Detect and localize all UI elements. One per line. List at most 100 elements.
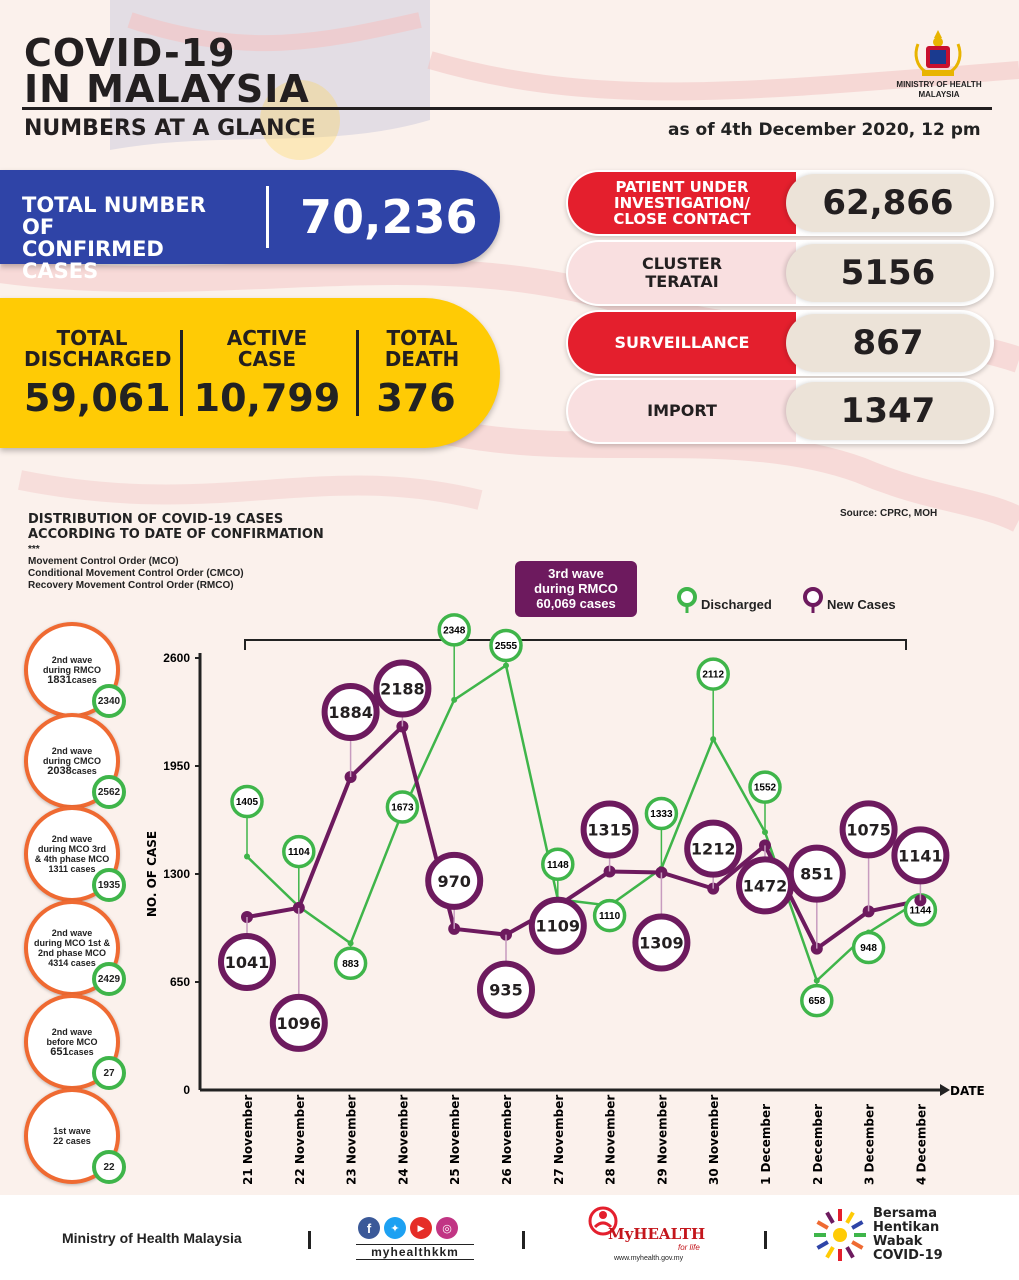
discharged-bubble	[333, 946, 368, 981]
youtube-icon[interactable]: ▶	[410, 1217, 432, 1239]
myhealth-brand: MyHEALTH	[608, 1225, 706, 1243]
chart-source: Source: CPRC, MOH	[840, 508, 938, 519]
wave-label-line: 2nd wave	[51, 746, 93, 756]
confirmed-label-1: TOTAL NUMBER OF	[22, 193, 206, 240]
cases-line-chart: 0 650 1300 1950 2600 NO. OF CASE DATE 21 Novemb…	[145, 613, 985, 1185]
category-row: CLUSTER TERATAI 5156	[566, 240, 994, 306]
death-label-2: DEATH	[384, 347, 460, 371]
new-cases-data-label: 851	[800, 865, 833, 884]
discharged-data-label: 1148	[547, 860, 569, 871]
wave-discharged-badge: 2340	[92, 684, 126, 718]
new-cases-bubble	[632, 913, 691, 972]
myhealth-tagline: for life	[678, 1243, 700, 1252]
summary-panel: TOTAL DISCHARGED 59,061 ACTIVE CASE 10,7…	[0, 298, 500, 448]
discharged-data-label: 1104	[288, 847, 310, 858]
wave-discharged-badge: 2429	[92, 962, 126, 996]
chart-note-rmco: Recovery Movement Control Order (RMCO)	[28, 580, 234, 591]
wave3-box: 3rd wave during RMCO 60,069 cases	[515, 561, 637, 617]
discharged-data-label: 1673	[391, 803, 414, 814]
category-label-line: TERATAI	[645, 272, 719, 291]
wave3-label-2: during RMCO	[534, 581, 618, 596]
twitter-icon[interactable]: ✦	[384, 1217, 406, 1239]
wave-label-line: during MCO 1st &	[34, 938, 110, 948]
new-cases-data-label: 970	[437, 872, 470, 891]
category-value-box: 5156	[786, 244, 990, 302]
discharged-bubble	[644, 796, 679, 831]
footer-divider-1	[308, 1231, 311, 1249]
category-label-line: CLUSTER	[641, 254, 723, 273]
wave-discharged-badge: 1935	[92, 868, 126, 902]
wave-label-line: 1st wave	[53, 1126, 91, 1136]
category-label-box: PATIENT UNDER INVESTIGATION/CLOSE CONTACT	[568, 172, 796, 234]
discharged-bubble	[592, 898, 627, 933]
x-tick-label: 23 November	[345, 1095, 359, 1185]
discharged-data-label: 2348	[443, 625, 466, 636]
discharged-bubble	[800, 983, 834, 1018]
category-label-line: INVESTIGATION/	[614, 194, 750, 212]
new-cases-data-label: 1315	[587, 821, 632, 840]
category-row: SURVEILLANCE 867	[566, 310, 994, 376]
discharged-data-label: 948	[860, 943, 877, 954]
x-tick-label: 24 November	[396, 1095, 410, 1185]
discharged-bubble	[282, 834, 316, 869]
new-cases-bubble	[839, 800, 898, 859]
x-tick-label: 22 November	[293, 1095, 307, 1185]
new-cases-series-line	[246, 722, 921, 952]
wave-label-line: 2nd wave	[51, 1027, 93, 1037]
page-subtitle: NUMBERS AT A GLANCE	[24, 116, 316, 141]
new-cases-bubble	[891, 826, 950, 885]
new-cases-data-label: 1075	[846, 820, 891, 839]
category-label-box: IMPORT	[568, 380, 796, 442]
wave-discharged-badge: 22	[92, 1150, 126, 1184]
discharged-bubble	[385, 790, 420, 824]
x-tick-label: 26 November	[500, 1095, 514, 1185]
rmco-bracket	[244, 639, 907, 650]
facebook-icon[interactable]: f	[358, 1217, 380, 1239]
new-cases-bubble	[425, 851, 484, 910]
wave-label-line: 4314 cases	[48, 958, 96, 968]
wave-label-line: & 4th phase MCO	[34, 854, 110, 864]
wave-cases-word: cases	[68, 1047, 94, 1057]
category-label-box: SURVEILLANCE	[568, 312, 796, 374]
wave-cases-word: cases	[71, 766, 97, 776]
confirmed-label-2: CONFIRMED CASES	[22, 237, 164, 284]
x-axis-label: DATE	[950, 1084, 985, 1098]
myhealth-url[interactable]: www.myhealth.gov.my	[614, 1255, 684, 1262]
x-tick-label: 1 December	[759, 1104, 773, 1185]
discharged-data-label: 1333	[650, 809, 673, 820]
discharged-bubble	[437, 613, 471, 647]
category-label-line: CLOSE CONTACT	[613, 210, 751, 228]
discharged-bubble	[696, 657, 730, 691]
discharged-data-label: 1144	[910, 905, 932, 916]
active-value: 10,799	[193, 376, 341, 420]
instagram-icon[interactable]: ◎	[436, 1217, 458, 1239]
campaign-line-2: Hentikan	[873, 1220, 940, 1235]
category-value-box: 867	[786, 314, 990, 372]
campaign-line-3: Wabak	[873, 1234, 923, 1249]
campaign-line-4: COVID-19	[873, 1248, 943, 1263]
chart-note-mco: Movement Control Order (MCO)	[28, 556, 179, 567]
y-tick-label: 1950	[163, 759, 190, 773]
title-line-1: COVID-19	[24, 31, 236, 75]
y-tick-label: 650	[170, 975, 190, 989]
discharged-data-label: 658	[808, 996, 825, 1007]
social-icons: f ✦ ▶ ◎	[358, 1217, 458, 1239]
wave-label-line: 1831cases	[28, 675, 116, 686]
new-cases-bubble	[528, 896, 587, 955]
chart-title-2: ACCORDING TO DATE OF CONFIRMATION	[28, 527, 324, 542]
new-cases-bubble	[321, 682, 380, 741]
footer-divider-3	[764, 1231, 767, 1249]
x-axis-arrow	[940, 1084, 950, 1096]
new-cases-bubble	[218, 933, 276, 992]
discharged-bubble	[489, 628, 523, 663]
wave-label-line: 651cases	[28, 1047, 116, 1058]
social-handle[interactable]: myhealthkkm	[356, 1244, 474, 1260]
discharged-data-label: 1405	[236, 797, 259, 808]
wave-label-line: 2nd wave	[51, 655, 93, 665]
ministry-label-2: MALAYSIA	[918, 90, 960, 99]
new-cases-bubble	[580, 800, 639, 859]
new-cases-data-label: 1109	[536, 917, 581, 936]
discharged-label-1: TOTAL	[56, 326, 128, 350]
new-cases-data-label: 1212	[691, 840, 736, 859]
discharged-bubble	[541, 847, 575, 882]
